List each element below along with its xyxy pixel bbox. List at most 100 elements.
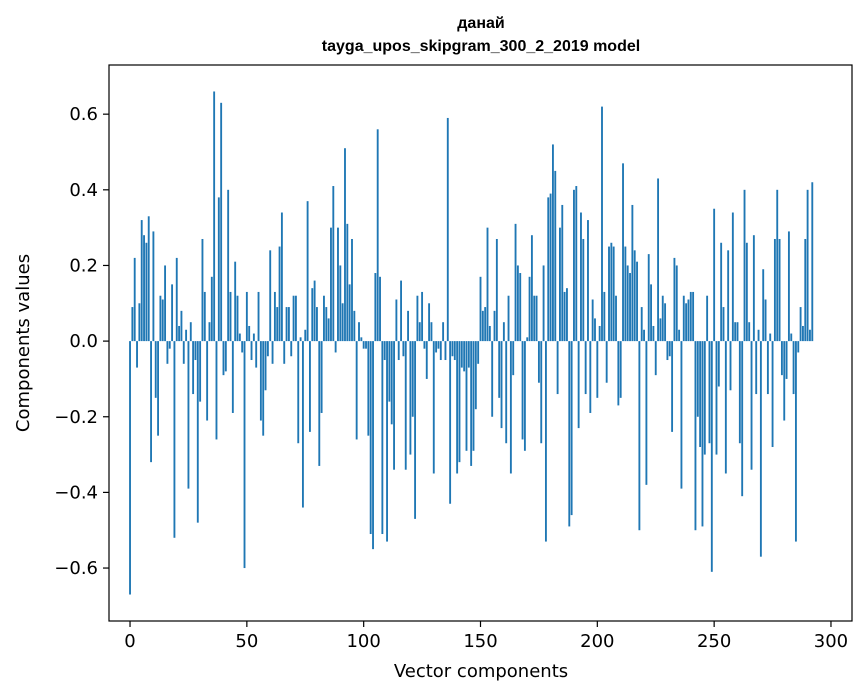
- bar: [383, 341, 386, 361]
- bar: [411, 341, 414, 417]
- bar: [481, 310, 484, 342]
- bar: [222, 341, 225, 376]
- y-tick-label: −0.6: [54, 558, 98, 579]
- bar: [792, 341, 795, 395]
- bar: [626, 265, 629, 342]
- bar: [516, 265, 519, 342]
- bar: [367, 341, 370, 436]
- bar: [393, 341, 395, 470]
- bar: [766, 341, 769, 395]
- bar: [294, 295, 297, 342]
- bar: [703, 341, 706, 455]
- bar: [185, 329, 188, 342]
- x-tick-label: 0: [124, 631, 135, 652]
- y-tick-label: 0.6: [69, 104, 98, 125]
- bar: [414, 341, 417, 519]
- chart-subtitle: tayga_upos_skipgram_300_2_2019 model: [322, 38, 640, 55]
- bar: [227, 189, 230, 342]
- bar: [194, 341, 197, 361]
- bar: [659, 318, 662, 342]
- bar: [573, 189, 575, 342]
- bar: [325, 307, 328, 342]
- bar: [647, 254, 650, 342]
- bar: [346, 223, 349, 342]
- bar: [661, 295, 664, 342]
- bar: [175, 257, 178, 342]
- bar: [692, 291, 695, 342]
- bar: [598, 325, 601, 342]
- bar: [297, 341, 300, 444]
- bar: [327, 318, 330, 342]
- bar: [386, 341, 388, 542]
- bar: [351, 238, 353, 342]
- bar: [313, 280, 316, 342]
- bar: [561, 204, 564, 342]
- bar: [528, 276, 531, 342]
- bar: [734, 322, 737, 342]
- bar: [526, 337, 529, 342]
- bar: [633, 250, 636, 342]
- bar: [587, 220, 589, 342]
- bar: [484, 307, 487, 342]
- bar: [460, 341, 463, 368]
- bar: [470, 341, 473, 466]
- bar: [657, 178, 660, 342]
- bar: [755, 341, 758, 395]
- x-tick-label: 200: [580, 631, 614, 652]
- bar: [432, 341, 435, 474]
- bar: [472, 341, 475, 451]
- bar: [416, 295, 419, 342]
- bar: [708, 341, 711, 444]
- bar: [278, 246, 281, 342]
- x-tick-label: 300: [814, 631, 848, 652]
- bar: [794, 341, 797, 542]
- bar: [493, 310, 496, 342]
- bar: [729, 341, 732, 391]
- bar: [189, 322, 192, 342]
- bar: [320, 341, 323, 413]
- bar: [255, 341, 258, 368]
- bar: [505, 341, 508, 444]
- bar: [133, 257, 136, 342]
- bar: [809, 329, 811, 342]
- y-tick-label: 0.4: [69, 180, 98, 201]
- bar: [680, 341, 683, 489]
- bar: [750, 341, 753, 470]
- bar: [292, 295, 295, 342]
- bar: [554, 170, 557, 342]
- bar: [266, 341, 269, 357]
- bar: [404, 341, 407, 470]
- bar: [220, 102, 223, 342]
- bar: [463, 341, 466, 372]
- bar: [285, 307, 288, 342]
- bar: [507, 295, 510, 342]
- bar: [652, 325, 655, 342]
- bar: [407, 310, 409, 342]
- bar: [668, 341, 671, 357]
- bar: [283, 341, 286, 364]
- bar: [374, 273, 377, 342]
- bar: [334, 341, 337, 353]
- bar: [182, 341, 185, 364]
- bar: [498, 341, 501, 398]
- bar: [636, 261, 638, 342]
- bar: [446, 117, 449, 342]
- bar: [519, 273, 522, 342]
- bar: [811, 182, 814, 342]
- bar: [245, 291, 248, 342]
- bar: [748, 322, 751, 342]
- bar: [400, 280, 402, 342]
- bar: [741, 341, 744, 497]
- x-tick-label: 250: [697, 631, 731, 652]
- bar: [717, 341, 720, 387]
- bar: [215, 341, 218, 440]
- bar: [358, 322, 360, 342]
- bar: [208, 322, 211, 342]
- bar: [154, 341, 157, 398]
- bar: [341, 303, 344, 342]
- bar: [259, 341, 262, 421]
- bar: [787, 231, 790, 342]
- bar: [262, 341, 265, 436]
- bar: [140, 220, 143, 342]
- bar: [304, 329, 307, 342]
